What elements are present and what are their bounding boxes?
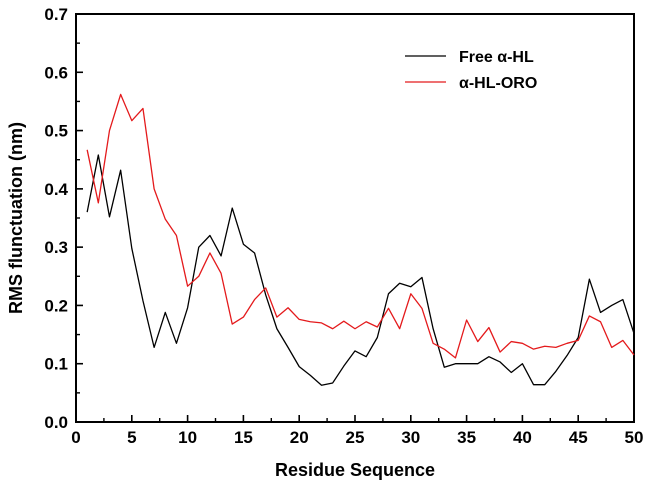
series-line-hl-oro bbox=[86, 93, 635, 359]
legend-label-free-hl: Free α-HL bbox=[459, 49, 534, 66]
x-tick-label: 50 bbox=[625, 428, 644, 447]
data-series bbox=[86, 93, 635, 386]
y-tick-label: 0.6 bbox=[44, 63, 68, 82]
x-tick-label: 40 bbox=[513, 428, 532, 447]
x-tick-label: 45 bbox=[569, 428, 588, 447]
y-tick-label: 0.4 bbox=[44, 180, 68, 199]
y-axis-title: RMS flunctuation (nm) bbox=[6, 122, 26, 314]
x-tick-label: 10 bbox=[178, 428, 197, 447]
y-tick-label: 0.0 bbox=[44, 413, 68, 432]
legend: Free α-HL α-HL-ORO bbox=[405, 49, 537, 92]
x-tick-label: 30 bbox=[401, 428, 420, 447]
x-tick-label: 15 bbox=[234, 428, 253, 447]
legend-label-hl-oro: α-HL-ORO bbox=[459, 75, 537, 92]
y-tick-label: 0.1 bbox=[44, 355, 68, 374]
y-tick-label: 0.2 bbox=[44, 296, 68, 315]
x-tick-label: 5 bbox=[127, 428, 136, 447]
plot-frame bbox=[75, 13, 635, 423]
y-tick-label: 0.7 bbox=[44, 5, 68, 24]
y-tick-label: 0.3 bbox=[44, 238, 68, 257]
x-axis-title: Residue Sequence bbox=[275, 460, 435, 480]
axis-ticks: 0 5 10 15 20 25 30 35 40 45 50 0.0 0.1 0.2 0.3 0.4 0.5 0.… bbox=[44, 5, 643, 447]
x-tick-label: 20 bbox=[290, 428, 309, 447]
x-tick-label: 0 bbox=[71, 428, 80, 447]
series-line-free-hl bbox=[86, 154, 635, 386]
x-tick-label: 25 bbox=[346, 428, 365, 447]
y-tick-label: 0.5 bbox=[44, 122, 68, 141]
x-tick-label: 35 bbox=[457, 428, 476, 447]
